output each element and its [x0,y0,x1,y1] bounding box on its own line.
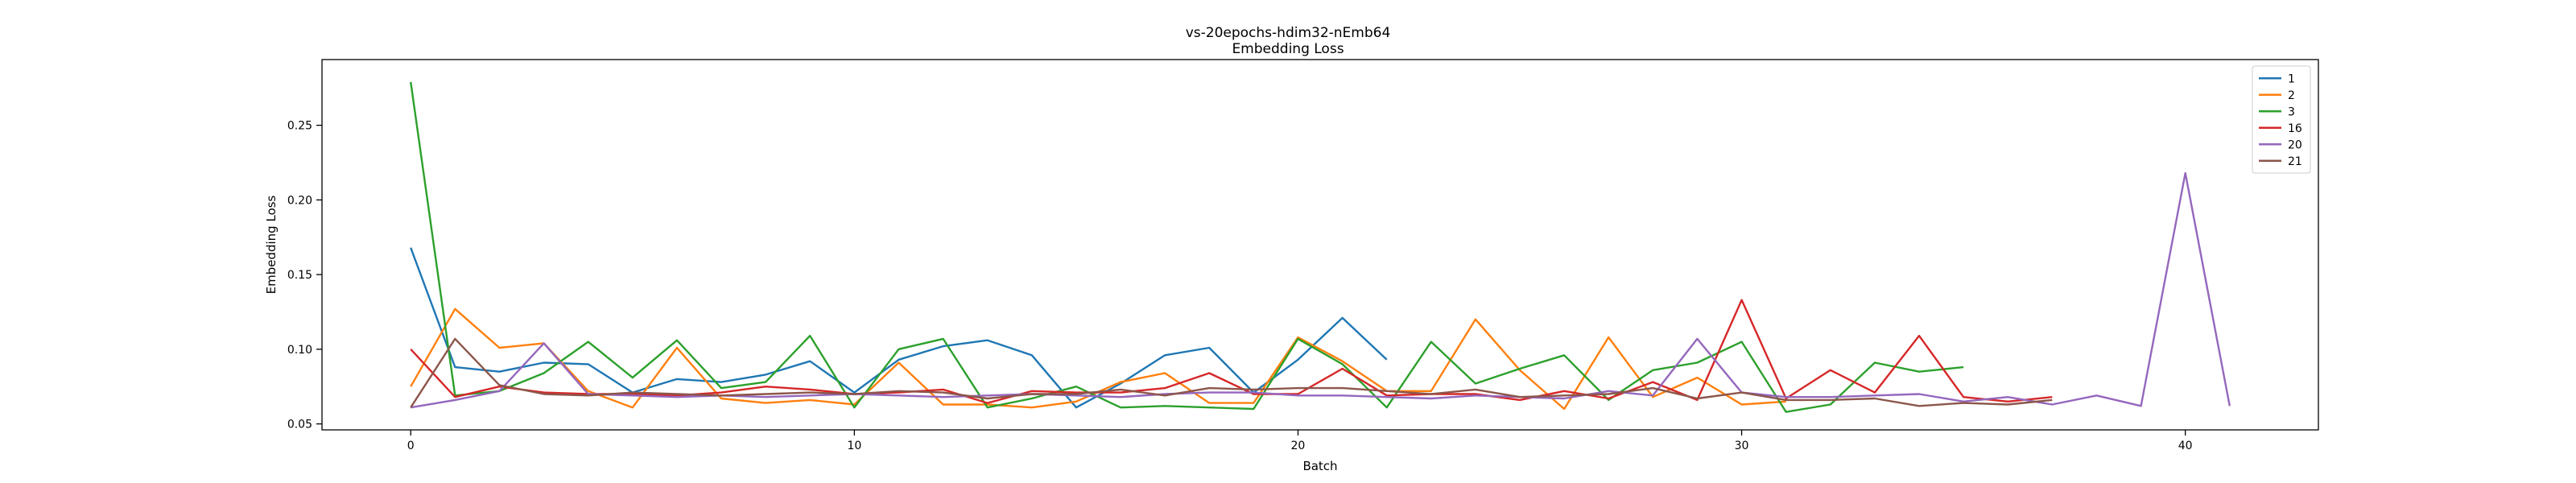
chart-subtitle: Embedding Loss [1232,41,1344,57]
legend-label-21: 21 [2288,155,2302,168]
legend-label-20: 20 [2288,138,2302,151]
plot-area [410,81,2231,413]
y-tick-label: 0.20 [287,194,312,207]
y-tick-label: 0.15 [287,269,312,282]
y-tick-label: 0.10 [287,344,312,357]
y-tick-label: 0.05 [287,419,312,431]
chart-title: vs-20epochs-hdim32-nEmb64 [1186,25,1391,41]
y-axis-label: Embedding Loss [264,195,279,294]
x-tick-label: 40 [2178,440,2193,452]
series-line-1 [410,247,1388,409]
y-tick-label: 0.25 [287,120,312,133]
legend-label-1: 1 [2288,72,2295,85]
series-line-3 [410,81,1964,413]
legend-box [2252,65,2311,174]
legend-label-16: 16 [2288,122,2302,135]
x-tick-label: 20 [1291,440,1306,452]
series-line-21 [410,337,2053,408]
x-tick-label: 0 [407,440,415,452]
legend-label-3: 3 [2288,105,2295,118]
x-tick-label: 30 [1735,440,1749,452]
x-axis-label: Batch [1302,459,1337,473]
axes: 0 10 20 30 40 0.05 0.10 0.15 0.20 0.25 [287,59,2319,452]
x-tick-label: 10 [847,440,861,452]
plot-frame [321,59,2319,431]
legend-label-2: 2 [2288,89,2295,102]
legend: 1 2 3 16 20 21 [2252,65,2311,174]
